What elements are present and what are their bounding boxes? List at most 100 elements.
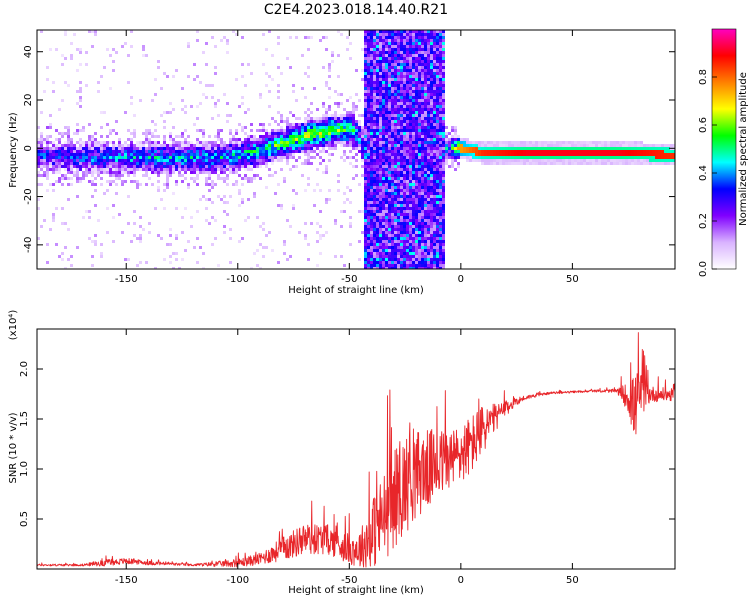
spectrogram-cell: [616, 150, 619, 153]
spectrogram-cell: [412, 267, 415, 269]
spectrogram-cell: [331, 123, 334, 126]
spectrogram-cell: [391, 150, 394, 153]
spectrogram-cell: [91, 162, 94, 165]
spectrogram-cell: [271, 135, 274, 138]
spectrogram-cell: [442, 252, 445, 255]
spectrogram-cell: [439, 60, 442, 63]
spectrogram-cell: [238, 105, 241, 108]
spectrogram-cell: [352, 138, 355, 141]
spectrogram-cell: [43, 153, 46, 156]
spectrogram-cell: [364, 189, 367, 192]
spectrogram-cell: [373, 42, 376, 45]
spectrogram-cell: [82, 141, 85, 144]
spectrogram-cell: [103, 165, 106, 168]
spectrogram-cell: [496, 147, 499, 150]
spectrogram-cell: [433, 90, 436, 93]
spectrogram-cell: [49, 147, 52, 150]
spectrogram-cell: [403, 264, 406, 267]
spectrogram-cell: [70, 177, 73, 180]
spectrogram-cell: [91, 45, 94, 48]
spectrogram-cell: [424, 114, 427, 117]
spectrogram-cell: [385, 258, 388, 261]
spectrogram-cell: [514, 144, 517, 147]
spectrogram-cell: [424, 129, 427, 132]
spectrogram-cell: [409, 51, 412, 54]
spectrogram-cell: [412, 126, 415, 129]
spectrogram-cell: [421, 228, 424, 231]
spectrogram-cell: [385, 204, 388, 207]
spectrogram-cell: [364, 54, 367, 57]
spectrogram-cell: [319, 120, 322, 123]
spectrogram-cell: [508, 144, 511, 147]
spectrogram-cell: [388, 222, 391, 225]
spectrogram-cell: [361, 126, 364, 129]
spectrogram-cell: [397, 117, 400, 120]
spectrogram-cell: [286, 57, 289, 60]
spectrogram-cell: [364, 228, 367, 231]
spectrogram-cell: [280, 207, 283, 210]
spectrogram-cell: [412, 213, 415, 216]
spectrogram-cell: [238, 204, 241, 207]
spectrogram-cell: [388, 246, 391, 249]
spectrogram-cell: [433, 96, 436, 99]
spectrogram-cell: [406, 66, 409, 69]
spectrogram-cell: [304, 129, 307, 132]
spectrogram-cell: [118, 177, 121, 180]
spectrogram-cell: [283, 132, 286, 135]
spectrogram-cell: [421, 87, 424, 90]
spectrogram-cell: [388, 201, 391, 204]
spectrogram-cell: [181, 165, 184, 168]
spectrogram-cell: [490, 162, 493, 165]
spectrogram-cell: [307, 135, 310, 138]
spectrogram-cell: [109, 150, 112, 153]
spectrogram-cell: [295, 129, 298, 132]
spectrogram-cell: [199, 171, 202, 174]
spectrogram-cell: [415, 57, 418, 60]
spectrogram-cell: [364, 33, 367, 36]
spectrogram-cell: [379, 51, 382, 54]
spectrogram-cell: [85, 153, 88, 156]
spectrogram-cell: [400, 84, 403, 87]
spectrogram-cell: [241, 237, 244, 240]
spectrogram-cell: [37, 138, 40, 141]
spectrogram-cell: [556, 153, 559, 156]
spectrogram-cell: [397, 36, 400, 39]
spectrogram-cell: [313, 126, 316, 129]
spectrogram-cell: [409, 126, 412, 129]
spectrogram-cell: [334, 129, 337, 132]
spectrogram-cell: [547, 144, 550, 147]
spectrogram-cell: [91, 141, 94, 144]
spectrogram-cell: [373, 219, 376, 222]
spectrogram-cell: [436, 156, 439, 159]
spectrogram-cell: [259, 225, 262, 228]
spectrogram-cell: [589, 162, 592, 165]
spectrogram-cell: [340, 225, 343, 228]
spectrogram-cell: [382, 243, 385, 246]
spectrogram-cell: [46, 156, 49, 159]
spectrogram-cell: [247, 216, 250, 219]
spectrogram-cell: [370, 72, 373, 75]
spectrogram-cell: [235, 144, 238, 147]
spectrogram-cell: [394, 258, 397, 261]
spectrogram-cell: [229, 261, 232, 264]
spectrogram-cell: [259, 129, 262, 132]
spectrogram-cell: [100, 183, 103, 186]
spectrogram-cell: [586, 144, 589, 147]
spectrogram-cell: [391, 66, 394, 69]
spectrogram-cell: [409, 132, 412, 135]
spectrogram-cell: [376, 81, 379, 84]
spectrogram-cell: [340, 138, 343, 141]
spectrogram-cell: [379, 54, 382, 57]
spectrogram-cell: [403, 69, 406, 72]
spectrogram-cell: [604, 156, 607, 159]
spectrogram-x-tick-label: 50: [566, 274, 579, 285]
spectrogram-cell: [436, 114, 439, 117]
spectrogram-cell: [433, 216, 436, 219]
spectrogram-cell: [373, 207, 376, 210]
spectrogram-cell: [433, 234, 436, 237]
spectrogram-y-tick-label: -40: [23, 237, 34, 253]
spectrogram-cell: [559, 153, 562, 156]
spectrogram-cell: [175, 162, 178, 165]
spectrogram-cell: [412, 162, 415, 165]
spectrogram-cell: [373, 132, 376, 135]
